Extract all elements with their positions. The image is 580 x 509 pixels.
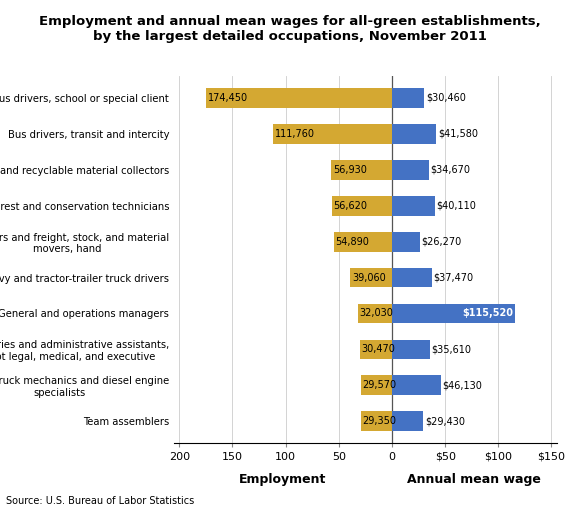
- Bar: [392, 196, 434, 216]
- Bar: [392, 411, 423, 431]
- Text: $34,670: $34,670: [430, 165, 470, 175]
- Text: 111,760: 111,760: [275, 129, 315, 139]
- Bar: [361, 376, 392, 395]
- Bar: [273, 124, 392, 144]
- Text: $35,610: $35,610: [432, 345, 472, 354]
- Text: Employment: Employment: [240, 473, 327, 486]
- Text: 174,450: 174,450: [208, 93, 248, 103]
- Text: 30,470: 30,470: [361, 345, 395, 354]
- Text: 54,890: 54,890: [335, 237, 369, 247]
- Text: $115,520: $115,520: [462, 308, 513, 319]
- Bar: [332, 196, 392, 216]
- Text: $26,270: $26,270: [422, 237, 462, 247]
- Text: Annual mean wage: Annual mean wage: [408, 473, 541, 486]
- Text: 29,570: 29,570: [362, 380, 396, 390]
- Bar: [392, 340, 430, 359]
- Bar: [392, 376, 441, 395]
- Bar: [392, 232, 420, 251]
- Text: 29,350: 29,350: [362, 416, 396, 426]
- Text: $40,110: $40,110: [436, 201, 476, 211]
- Bar: [331, 160, 392, 180]
- Text: $37,470: $37,470: [433, 272, 473, 282]
- Text: $29,430: $29,430: [425, 416, 465, 426]
- Text: Source: U.S. Bureau of Labor Statistics: Source: U.S. Bureau of Labor Statistics: [6, 496, 194, 506]
- Text: Employment and annual mean wages for all-green establishments,
by the largest de: Employment and annual mean wages for all…: [39, 15, 541, 43]
- Bar: [392, 160, 429, 180]
- Text: 56,620: 56,620: [334, 201, 367, 211]
- Bar: [334, 232, 392, 251]
- Text: $46,130: $46,130: [443, 380, 483, 390]
- Text: 39,060: 39,060: [352, 272, 386, 282]
- Bar: [206, 88, 392, 108]
- Bar: [392, 88, 425, 108]
- Bar: [358, 303, 392, 323]
- Text: 56,930: 56,930: [333, 165, 367, 175]
- Bar: [350, 268, 392, 288]
- Bar: [392, 124, 436, 144]
- Text: $41,580: $41,580: [438, 129, 478, 139]
- Text: $30,460: $30,460: [426, 93, 466, 103]
- Bar: [392, 303, 515, 323]
- Bar: [360, 340, 392, 359]
- Bar: [392, 268, 432, 288]
- Bar: [361, 411, 392, 431]
- Text: 32,030: 32,030: [360, 308, 393, 319]
